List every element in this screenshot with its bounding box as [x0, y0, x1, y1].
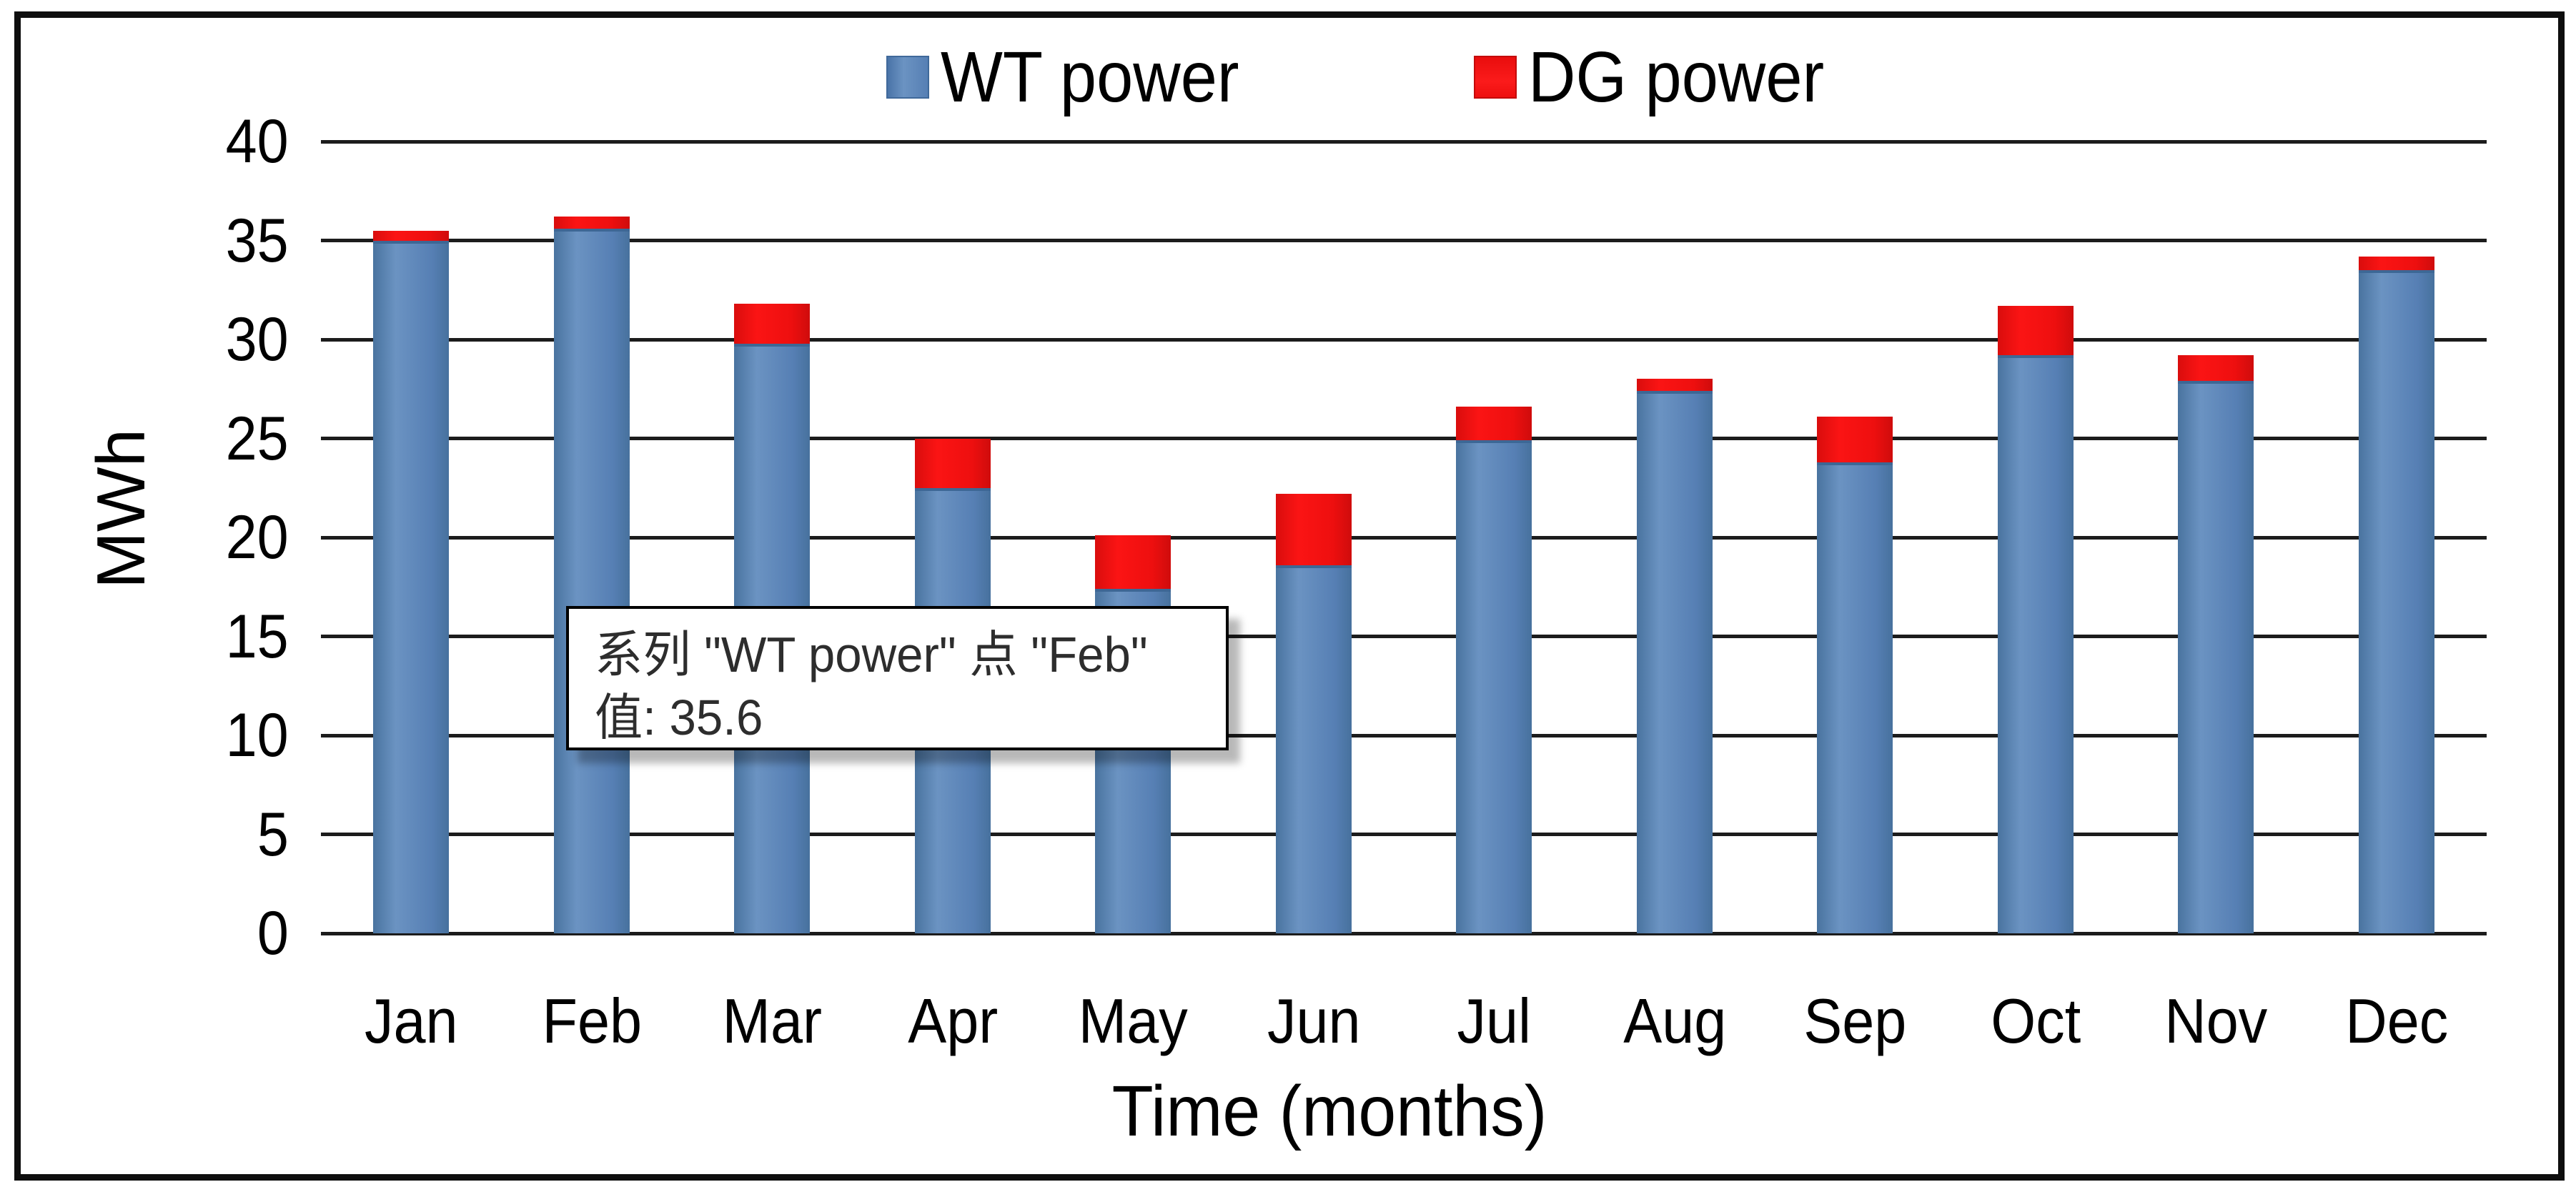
gridline-40: [321, 139, 2487, 144]
tooltip-value-line: 值: 35.6: [595, 690, 763, 745]
bar-dg-feb[interactable]: [553, 217, 630, 229]
bar-dg-mar[interactable]: [734, 304, 811, 344]
x-axis-tick-labels: Jan Feb Mar Apr May Jun Jul Aug Sep Oct Nov Dec: [321, 985, 2487, 1063]
y-axis-title: MWh: [83, 429, 159, 589]
bar-dg-jun[interactable]: [1275, 494, 1352, 565]
bar-group-nov[interactable]: [2178, 355, 2254, 933]
bar-dg-jul[interactable]: [1456, 407, 1532, 441]
bar-group-jul[interactable]: [1456, 407, 1532, 933]
bar-dg-aug[interactable]: [1636, 379, 1713, 392]
y-tick-label-0: 0: [257, 899, 289, 968]
bar-group-jan[interactable]: [373, 230, 450, 933]
gridline-5: [321, 833, 2487, 836]
legend-item-wt-power: WT power: [886, 36, 1265, 119]
bar-dg-may[interactable]: [1095, 535, 1171, 590]
bar-dg-oct[interactable]: [1997, 305, 2074, 356]
legend-label-wt-power: WT power: [941, 36, 1239, 117]
x-tick-label-dec: Dec: [2344, 985, 2448, 1056]
x-tick-label-mar: Mar: [722, 985, 822, 1056]
gridline-20: [321, 535, 2487, 540]
bar-wt-feb[interactable]: [553, 228, 630, 933]
bar-dg-dec[interactable]: [2358, 256, 2434, 271]
y-tick-label-25: 25: [225, 404, 289, 473]
x-tick-label-jul: Jul: [1457, 985, 1532, 1056]
bar-wt-aug[interactable]: [1636, 391, 1713, 933]
bar-group-jun[interactable]: [1275, 494, 1352, 933]
bar-wt-jan[interactable]: [373, 240, 450, 933]
bar-wt-sep[interactable]: [1817, 462, 1893, 933]
y-tick-label-30: 30: [225, 305, 289, 374]
bar-group-dec[interactable]: [2358, 256, 2434, 933]
bar-dg-sep[interactable]: [1817, 417, 1893, 462]
chart-outer-border: [14, 11, 2565, 1181]
bar-group-aug[interactable]: [1636, 379, 1713, 933]
bar-group-feb[interactable]: [553, 217, 630, 933]
x-tick-label-jan: Jan: [364, 985, 458, 1056]
y-tick-label-40: 40: [225, 107, 289, 176]
legend-item-dg-power: DG power: [1473, 36, 1850, 119]
y-tick-label-5: 5: [257, 800, 289, 869]
bar-wt-oct[interactable]: [1997, 355, 2074, 933]
dg-power-swatch-icon: [1473, 56, 1517, 99]
bar-wt-jul[interactable]: [1456, 440, 1532, 933]
x-tick-label-jun: Jun: [1267, 985, 1361, 1056]
legend-label-dg-power: DG power: [1527, 36, 1824, 117]
y-tick-label-15: 15: [225, 602, 289, 671]
x-tick-label-apr: Apr: [907, 985, 998, 1056]
bar-wt-nov[interactable]: [2178, 381, 2254, 933]
datapoint-tooltip: 系列 "WT power" 点 "Feb" 值: 35.6: [566, 606, 1229, 750]
y-tick-label-35: 35: [225, 206, 289, 275]
x-tick-label-aug: Aug: [1623, 985, 1726, 1056]
gridline-25: [321, 437, 2487, 440]
gridline-0: [321, 931, 2487, 935]
bar-wt-jun[interactable]: [1275, 565, 1352, 933]
y-tick-label-10: 10: [225, 701, 289, 770]
bar-dg-nov[interactable]: [2178, 355, 2254, 382]
bar-group-sep[interactable]: [1817, 417, 1893, 933]
bar-wt-dec[interactable]: [2358, 270, 2434, 933]
gridline-30: [321, 337, 2487, 342]
x-tick-label-feb: Feb: [541, 985, 642, 1056]
x-tick-label-sep: Sep: [1803, 985, 1907, 1056]
bar-dg-apr[interactable]: [914, 438, 991, 488]
tooltip-series-line: 系列 "WT power" 点 "Feb": [595, 627, 1148, 682]
gridline-15: [321, 635, 2487, 638]
legend: WT power DG power: [321, 34, 2487, 120]
x-tick-label-may: May: [1078, 985, 1188, 1056]
plot-area: [321, 139, 2487, 935]
x-tick-label-nov: Nov: [2164, 985, 2268, 1056]
y-tick-label-20: 20: [225, 503, 289, 572]
x-tick-label-oct: Oct: [1990, 985, 2081, 1056]
gridline-35: [321, 239, 2487, 242]
x-axis-title: Time (months): [1111, 1071, 1547, 1151]
wt-power-swatch-icon: [886, 56, 930, 99]
gridline-10: [321, 733, 2487, 737]
bar-dg-jan[interactable]: [373, 230, 450, 241]
bar-group-oct[interactable]: [1997, 305, 2074, 933]
y-axis-tick-labels: 0 5 10 15 20 25 30 35 40: [0, 107, 321, 968]
